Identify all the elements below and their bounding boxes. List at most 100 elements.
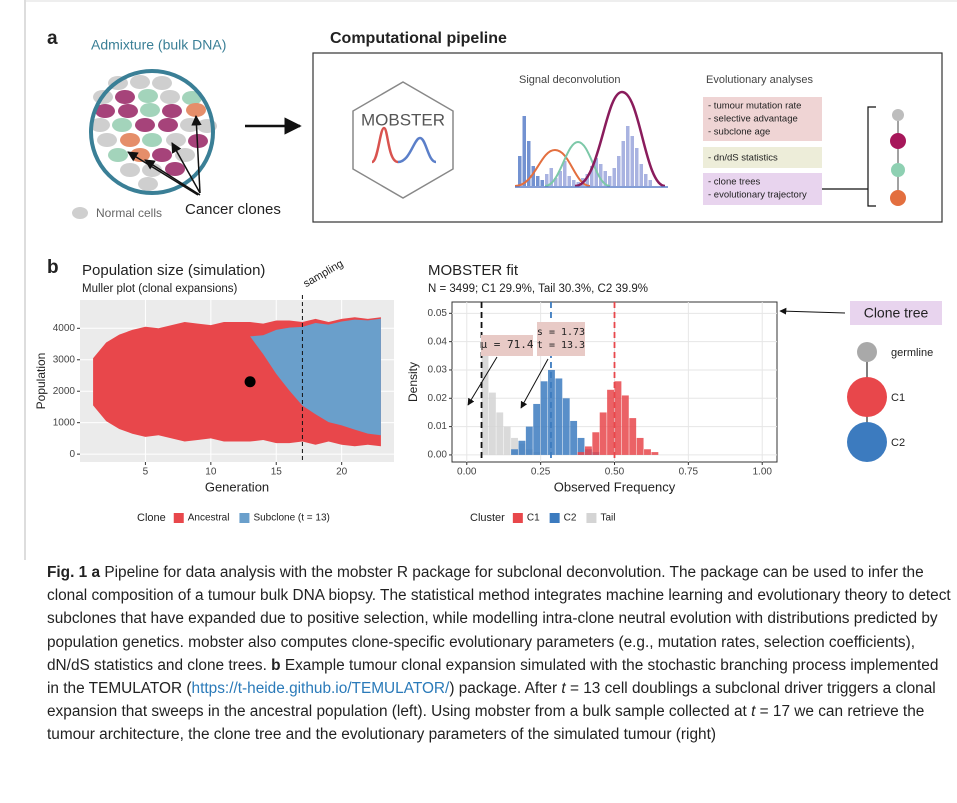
- pipeline-title: Computational pipeline: [330, 30, 507, 47]
- legend-label: Tail: [600, 513, 615, 524]
- hist-bar: [629, 418, 636, 455]
- hist-bar: [511, 449, 518, 455]
- icon-bar: [613, 168, 617, 186]
- x-tick-label: 1.00: [752, 467, 772, 478]
- hist-bar: [644, 449, 651, 455]
- panel-label: b: [47, 257, 59, 278]
- evo-item: - tumour mutation rate: [708, 101, 801, 112]
- hist-bar: [533, 404, 540, 455]
- icon-bar: [608, 176, 612, 186]
- legend-title: Cluster: [470, 512, 505, 524]
- legend-swatch: [586, 513, 596, 523]
- hist-bar: [578, 452, 585, 455]
- icon-bar: [617, 156, 621, 186]
- y-tick-label: 0.00: [428, 450, 448, 461]
- caption-text: ) package. After: [449, 680, 561, 697]
- chart-subtitle: Muller plot (clonal expansions): [82, 283, 237, 295]
- hist-bar: [585, 446, 592, 454]
- clone-tree-title: Clone tree: [864, 305, 929, 321]
- legend-label: C1: [527, 513, 540, 524]
- legend-swatch: [174, 513, 184, 523]
- icon-bar: [536, 176, 540, 186]
- icon-bar: [649, 180, 653, 186]
- cell: [152, 148, 172, 162]
- cell: [160, 90, 180, 104]
- y-axis-label: Population: [34, 353, 48, 410]
- tree-node: [890, 133, 906, 149]
- cell: [158, 118, 178, 132]
- legend-swatch: [550, 513, 560, 523]
- tool-name: MOBSTER: [361, 110, 445, 129]
- cell: [120, 163, 140, 177]
- tree-node-label: C2: [891, 437, 905, 449]
- legend-label: C2: [564, 513, 577, 524]
- icon-bar: [622, 141, 626, 186]
- chart-title: MOBSTER fit: [428, 262, 519, 279]
- icon-bar: [568, 176, 572, 186]
- hist-bar: [600, 412, 607, 454]
- icon-bar: [635, 148, 639, 186]
- y-tick-label: 0.05: [428, 308, 448, 319]
- cell: [186, 103, 206, 117]
- hist-bar: [489, 393, 496, 455]
- hist-bar: [518, 441, 525, 455]
- tree-node: [891, 163, 905, 177]
- hist-bar: [541, 381, 548, 455]
- panel-label: a: [47, 28, 58, 49]
- chart-subtitle: N = 3499; C1 29.9%, Tail 30.3%, C2 39.9%: [428, 283, 648, 295]
- hist-bar: [607, 390, 614, 455]
- y-tick-label: 1000: [53, 417, 76, 428]
- x-tick-label: 0.00: [457, 467, 477, 478]
- tree-node: [857, 342, 877, 362]
- figure-page: a Admixture (bulk DNA) Normal cells Canc…: [0, 0, 957, 803]
- annotation-text: s = 1.73: [537, 327, 585, 338]
- cell: [138, 177, 158, 191]
- y-tick-label: 0.02: [428, 393, 448, 404]
- legend-cell: [72, 207, 88, 219]
- tree-pointer: [780, 311, 845, 313]
- legend-swatch: [513, 513, 523, 523]
- tree-node: [847, 377, 887, 417]
- x-axis-label: Generation: [205, 479, 269, 494]
- icon-bar: [626, 126, 630, 186]
- hist-bar: [496, 412, 503, 454]
- icon-bar: [631, 136, 635, 186]
- signal-title: Signal deconvolution: [519, 74, 621, 86]
- caption-text: a: [91, 564, 100, 581]
- tree-bracket: [822, 107, 876, 206]
- evo-item: - selective advantage: [708, 114, 798, 125]
- tree-node: [892, 109, 904, 121]
- legend-swatch: [239, 513, 249, 523]
- hist-bar: [570, 421, 577, 455]
- cancer-clones-label: Cancer clones: [185, 201, 281, 218]
- cell: [152, 76, 172, 90]
- cell: [112, 118, 132, 132]
- icon-bar: [541, 180, 545, 186]
- y-tick-label: 0.03: [428, 365, 448, 376]
- cell: [162, 104, 182, 118]
- cell: [166, 133, 186, 147]
- y-tick-label: 4000: [53, 323, 76, 334]
- icon-bar: [523, 116, 527, 186]
- caption-link[interactable]: https://t-heide.github.io/TEMULATOR/: [192, 680, 450, 697]
- x-tick-label: 5: [143, 467, 149, 478]
- cell: [130, 75, 150, 89]
- icon-bar: [644, 174, 648, 186]
- legend-label: Subclone (t = 13): [253, 513, 329, 524]
- hist-bar: [504, 427, 511, 455]
- cell: [118, 104, 138, 118]
- y-tick-label: 0.01: [428, 421, 448, 432]
- x-tick-label: 10: [205, 467, 217, 478]
- x-tick-label: 0.75: [679, 467, 699, 478]
- caption-label: Fig. 1: [47, 564, 87, 581]
- evo-item: - clone trees: [708, 177, 761, 188]
- annotation-text: t = 13.3: [537, 340, 585, 351]
- hist-bar: [526, 427, 533, 455]
- cell: [135, 118, 155, 132]
- cell: [138, 89, 158, 103]
- y-axis-label: Density: [406, 362, 420, 402]
- origin-point: [245, 376, 256, 387]
- hist-bar: [615, 381, 622, 455]
- legend-label: Ancestral: [188, 513, 230, 524]
- legend-title: Clone: [137, 512, 166, 524]
